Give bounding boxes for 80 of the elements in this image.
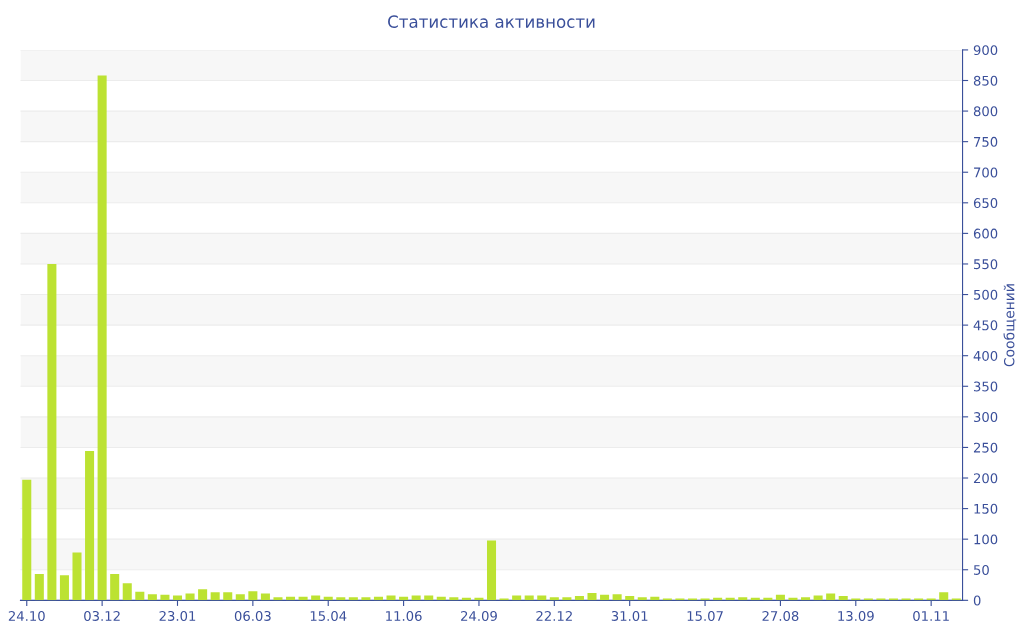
- y-tick-label: 250: [973, 442, 998, 453]
- y-tick-label: 500: [974, 289, 998, 300]
- bar: [411, 595, 421, 601]
- x-tick-label: 24.10: [8, 610, 45, 621]
- y-tick-label: 600: [973, 228, 998, 239]
- x-tick-label: 31.01: [611, 610, 648, 621]
- y-tick-label: 0: [973, 595, 981, 606]
- bar: [223, 592, 233, 601]
- bar: [198, 589, 208, 601]
- y-tick-label: 350: [973, 381, 998, 392]
- bar: [34, 574, 44, 601]
- x-tick-label: 15.07: [687, 610, 723, 621]
- y-tick-label: 150: [974, 503, 998, 514]
- bar: [587, 592, 597, 601]
- bar: [273, 597, 283, 601]
- bar: [738, 597, 748, 601]
- y-tick-label: 50: [974, 564, 989, 575]
- x-tick-label: 01.11: [913, 610, 949, 621]
- bar: [386, 595, 396, 601]
- bar: [637, 597, 647, 601]
- y-tick-label: 850: [973, 75, 998, 86]
- bar: [110, 574, 120, 601]
- y-tick-label: 800: [973, 106, 998, 117]
- bar: [348, 597, 358, 601]
- x-tick-label: 22.12: [536, 610, 572, 621]
- x-tick-label: 27.08: [762, 610, 799, 621]
- bar: [59, 575, 69, 601]
- bar: [22, 479, 32, 601]
- y-tick-label: 750: [974, 136, 998, 147]
- bar: [775, 594, 785, 601]
- bar: [122, 583, 132, 601]
- y-tick-label: 650: [973, 198, 998, 209]
- bar: [135, 591, 145, 601]
- bar: [600, 594, 610, 601]
- bar: [524, 595, 534, 601]
- bar: [424, 595, 434, 601]
- y-tick-label: 400: [973, 350, 998, 361]
- bar: [72, 552, 82, 601]
- bar: [97, 75, 107, 601]
- bar: [210, 592, 220, 601]
- bar: [172, 595, 183, 601]
- bar: [449, 597, 459, 601]
- chart-title: Статистика активности: [388, 15, 595, 28]
- bar: [361, 597, 371, 601]
- bar: [813, 595, 823, 601]
- y-axis-title: Сообщений: [1003, 284, 1017, 367]
- bar: [838, 596, 848, 601]
- x-tick-label: 06.03: [234, 610, 271, 621]
- y-tick-label: 100: [974, 534, 998, 545]
- bar: [336, 597, 346, 601]
- bar: [512, 595, 522, 601]
- bar: [311, 595, 321, 601]
- bar: [788, 597, 798, 601]
- bar: [537, 595, 547, 601]
- x-tick-label: 11.06: [386, 610, 422, 621]
- bar: [625, 596, 635, 601]
- bar: [612, 594, 622, 601]
- bar: [562, 597, 572, 601]
- x-tick-label: 13.09: [838, 610, 874, 621]
- y-tick-label: 300: [973, 412, 998, 423]
- y-tick-label: 200: [973, 473, 998, 484]
- bar: [939, 592, 949, 601]
- y-tick-label: 450: [973, 320, 998, 331]
- x-tick-label: 24.09: [461, 610, 497, 621]
- bar: [160, 594, 170, 601]
- bar: [574, 596, 584, 601]
- y-tick-label: 900: [973, 45, 998, 56]
- bar: [85, 451, 95, 601]
- bar: [248, 591, 258, 601]
- x-tick-label: 23.01: [159, 610, 196, 621]
- y-tick-label: 700: [974, 167, 998, 178]
- bar: [47, 263, 57, 601]
- y-tick-label: 550: [974, 259, 998, 270]
- bar: [801, 597, 811, 601]
- bar: [549, 597, 559, 601]
- x-tick-label: 03.12: [84, 610, 120, 621]
- bar: [147, 594, 157, 601]
- bar: [487, 540, 497, 601]
- bar: [235, 594, 245, 601]
- x-tick-label: 15.04: [310, 610, 347, 621]
